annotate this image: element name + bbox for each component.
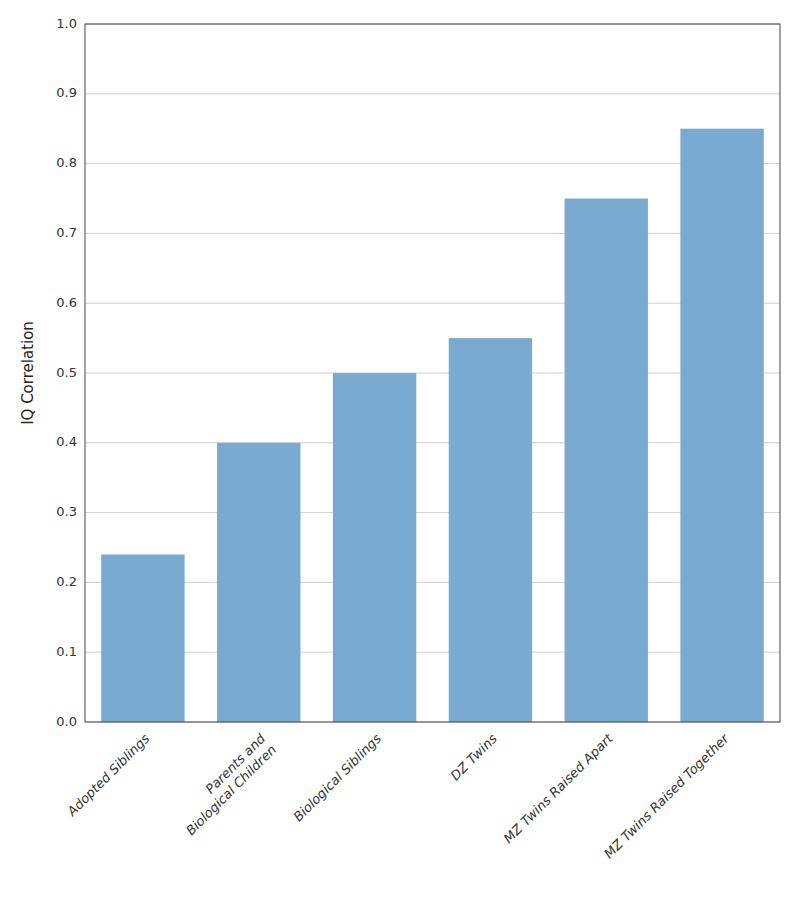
- y-tick-label: 1.0: [56, 16, 77, 31]
- x-tick-label-line: Biological Children: [183, 742, 279, 838]
- grid-line: [85, 93, 780, 94]
- y-tick-label: 0.2: [56, 574, 77, 589]
- grid-line: [85, 303, 780, 304]
- x-tick-label-line: MZ Twins Raised Together: [601, 730, 733, 862]
- bar: [333, 373, 416, 722]
- grid-line: [85, 512, 780, 513]
- x-tick-label-line: MZ Twins Raised Apart: [501, 730, 617, 846]
- y-tick-label: 0.4: [56, 434, 77, 449]
- y-tick-label: 0.6: [56, 295, 77, 310]
- bar: [565, 199, 648, 723]
- chart-container: 0.0 0.1 0.2 0.3 0.4 0.5 0.6 0.7 0.8 0.9 1.0 Adopted…: [0, 0, 800, 907]
- y-tick-labels: 0.0 0.1 0.2 0.3 0.4 0.5 0.6 0.7 0.8 0.9 1.0: [56, 16, 77, 729]
- x-tick-label: MZ Twins Raised Together: [601, 730, 733, 862]
- grid-line: [85, 163, 780, 164]
- grid-line: [85, 373, 780, 374]
- chart-svg: 0.0 0.1 0.2 0.3 0.4 0.5 0.6 0.7 0.8 0.9 1.0 Adopted…: [0, 0, 800, 907]
- grid: [85, 24, 780, 722]
- bars: [101, 129, 764, 722]
- plot-frame: [85, 24, 780, 722]
- y-tick-label: 0.9: [56, 85, 77, 100]
- y-tick-label: 0.0: [56, 714, 77, 729]
- x-tick-label: Parents andBiological Children: [172, 730, 280, 838]
- y-tick-label: 0.7: [56, 225, 77, 240]
- bar: [217, 443, 300, 722]
- grid-line: [85, 582, 780, 583]
- y-tick-label: 0.1: [56, 644, 77, 659]
- x-tick-label: MZ Twins Raised Apart: [501, 730, 617, 846]
- grid-line: [85, 652, 780, 653]
- x-tick-label-line: Adopted Siblings: [64, 731, 153, 820]
- bar: [101, 554, 184, 722]
- x-tick-label-line: Biological Siblings: [290, 731, 384, 825]
- x-tick-label: Biological Siblings: [290, 731, 384, 825]
- grid-line: [85, 233, 780, 234]
- bar: [680, 129, 763, 722]
- y-tick-label: 0.5: [56, 365, 77, 380]
- bar: [449, 338, 532, 722]
- x-tick-label: Adopted Siblings: [64, 731, 153, 820]
- x-tick-label-line: DZ Twins: [447, 731, 500, 784]
- x-tick-labels: Adopted SiblingsParents andBiological Ch…: [64, 730, 733, 862]
- grid-line: [85, 442, 780, 443]
- y-tick-label: 0.3: [56, 504, 77, 519]
- y-tick-label: 0.8: [56, 155, 77, 170]
- y-axis-label: IQ Correlation: [19, 321, 37, 425]
- x-tick-label: DZ Twins: [447, 731, 500, 784]
